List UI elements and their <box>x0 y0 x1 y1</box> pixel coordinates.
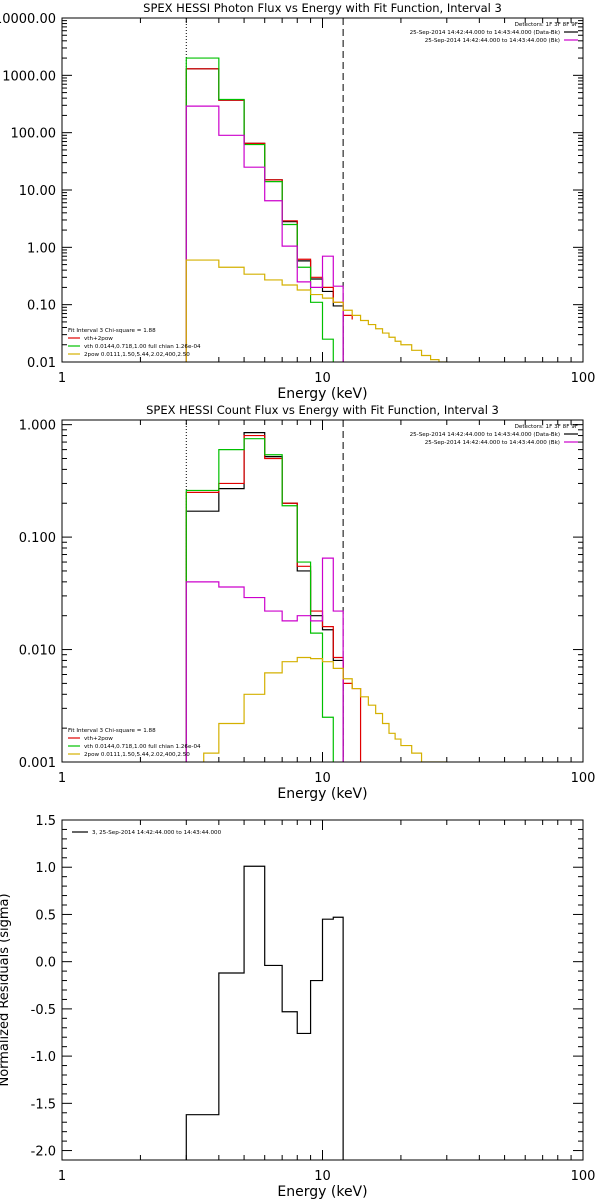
y-tick-label: 0.010 <box>19 644 56 659</box>
series-line-5 <box>203 656 447 762</box>
x-axis-label: Energy (keV) <box>277 1184 367 1200</box>
y-tick-label: 1.5 <box>35 814 56 829</box>
x-tick-label: 1 <box>58 771 66 786</box>
series-line-5 <box>185 259 447 362</box>
y-tick-label: 1000.00 <box>2 69 56 84</box>
fit-legend-header: Fit Interval 3 Chi-square = 1.88 <box>68 328 156 334</box>
plot-area <box>185 18 447 362</box>
x-axis-label: Energy (keV) <box>277 386 367 402</box>
y-tick-label: 0.001 <box>19 756 56 771</box>
series-line-1 <box>185 865 344 1160</box>
plot-area <box>185 420 447 762</box>
y-tick-label: 10000.00 <box>0 12 56 27</box>
x-tick-label: 10 <box>314 371 331 386</box>
series-line-4 <box>185 557 344 762</box>
y-tick-label: 0.10 <box>27 299 56 314</box>
y-tick-label: 10.00 <box>19 184 56 199</box>
x-axis-label: Energy (keV) <box>277 786 367 802</box>
fit-legend-label: vth 0.0144,0.718,1.00 full chian 1.26e-0… <box>84 344 201 350</box>
legend-header: Detectors: 1F 3F 8F 9F <box>515 22 578 28</box>
y-tick-label: 0.5 <box>35 908 56 923</box>
y-tick-label: 100.00 <box>11 127 57 142</box>
legend-entry-label: 25-Sep-2014 14:42:44.000 to 14:43:44.000… <box>425 440 560 446</box>
chart-title: SPEX HESSI Photon Flux vs Energy with Fi… <box>143 1 502 15</box>
x-tick-label: 100 <box>571 771 596 786</box>
x-tick-label: 1 <box>58 371 66 386</box>
chart-panel-3: 1 10 100 -2.0 -1.5 -1.0 -0.5 0.0 0.5 1.0 1.5 Energy… <box>0 814 595 1200</box>
fit-legend-label: vth+2pow <box>84 736 113 742</box>
plot-area <box>185 865 344 1160</box>
y-tick-label: -1.0 <box>31 1050 56 1065</box>
y-tick-label: 1.0 <box>35 861 56 876</box>
legend-entry-label: 3, 25-Sep-2014 14:42:44.000 to 14:43:44.… <box>92 830 222 836</box>
series-line-3 <box>185 438 334 762</box>
fit-legend-label: vth 0.0144,0.718,1.00 full chian 1.26e-0… <box>84 744 201 750</box>
series-line-3 <box>185 57 334 362</box>
series-line-2 <box>185 434 362 762</box>
x-tick-label: 10 <box>314 771 331 786</box>
series-line-4 <box>185 105 344 362</box>
chart-panel-1: SPEX HESSI Photon Flux vs Energy with Fi… <box>0 1 595 402</box>
fit-legend-label: vth+2pow <box>84 336 113 342</box>
x-tick-label: 100 <box>571 371 596 386</box>
legend-header: Detectors: 1F 3F 8F 9F <box>515 424 578 430</box>
plot-frame <box>61 419 584 763</box>
legend-entry-label: 25-Sep-2014 14:42:44.000 to 14:43:44.000… <box>410 432 560 438</box>
y-tick-label: -1.5 <box>31 1097 56 1112</box>
plot-frame <box>61 819 584 1161</box>
y-tick-label: -0.5 <box>31 1003 56 1018</box>
y-tick-label: -2.0 <box>31 1145 56 1160</box>
y-tick-label: 1.00 <box>27 241 56 256</box>
series-line-2 <box>185 68 353 362</box>
series-line-1 <box>185 68 344 362</box>
x-tick-label: 10 <box>314 1169 331 1184</box>
x-tick-label: 1 <box>58 1169 66 1184</box>
chart-title: SPEX HESSI Count Flux vs Energy with Fit… <box>146 403 499 417</box>
y-axis-label: Normalized Residuals (sigma) <box>0 893 12 1086</box>
plot-frame <box>61 17 584 363</box>
fit-legend-label: 2pow 0.0111,1.50,5.44,2.02,400,2.50 <box>84 352 190 358</box>
legend-entry-label: 25-Sep-2014 14:42:44.000 to 14:43:44.000… <box>425 38 560 44</box>
y-tick-label: 1.000 <box>19 419 56 434</box>
y-tick-label: 0.01 <box>27 356 56 371</box>
legend-entry-label: 25-Sep-2014 14:42:44.000 to 14:43:44.000… <box>410 30 560 36</box>
chart-panel-2: SPEX HESSI Count Flux vs Energy with Fit… <box>19 403 596 802</box>
fit-legend-header: Fit Interval 3 Chi-square = 1.88 <box>68 728 156 734</box>
x-tick-label: 100 <box>571 1169 596 1184</box>
y-tick-label: 0.0 <box>35 956 56 971</box>
y-tick-label: 0.100 <box>19 531 56 546</box>
fit-legend-label: 2pow 0.0111,1.50,5.44,2.02,400,2.50 <box>84 752 190 758</box>
